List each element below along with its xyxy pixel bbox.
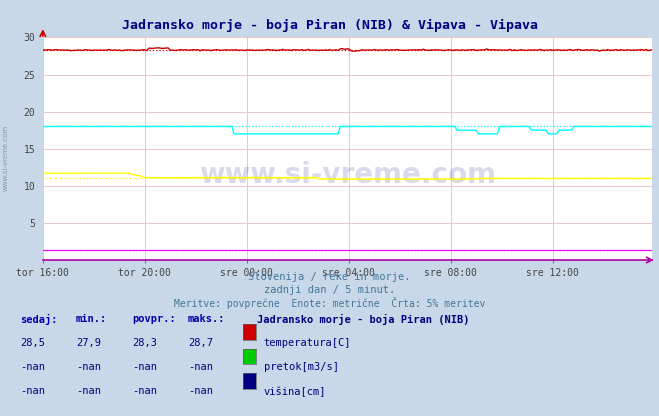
Text: povpr.:: povpr.: [132,314,175,324]
Text: 27,9: 27,9 [76,338,101,348]
Text: -nan: -nan [188,362,213,372]
Text: -nan: -nan [20,386,45,396]
Text: 28,5: 28,5 [20,338,45,348]
Text: -nan: -nan [20,362,45,372]
Text: Meritve: povprečne  Enote: metrične  Črta: 5% meritev: Meritve: povprečne Enote: metrične Črta:… [174,297,485,310]
Text: zadnji dan / 5 minut.: zadnji dan / 5 minut. [264,285,395,295]
Text: Slovenija / reke in morje.: Slovenija / reke in morje. [248,272,411,282]
Text: -nan: -nan [132,386,157,396]
Text: 28,3: 28,3 [132,338,157,348]
Text: -nan: -nan [76,362,101,372]
Text: -nan: -nan [76,386,101,396]
Text: -nan: -nan [188,386,213,396]
Text: www.si-vreme.com: www.si-vreme.com [2,125,9,191]
Text: Jadransko morje - boja Piran (NIB): Jadransko morje - boja Piran (NIB) [257,314,469,325]
Text: sedaj:: sedaj: [20,314,57,325]
Text: min.:: min.: [76,314,107,324]
Text: temperatura[C]: temperatura[C] [264,338,351,348]
Text: www.si-vreme.com: www.si-vreme.com [199,161,496,189]
Text: pretok[m3/s]: pretok[m3/s] [264,362,339,372]
Text: maks.:: maks.: [188,314,225,324]
Text: 28,7: 28,7 [188,338,213,348]
Text: višina[cm]: višina[cm] [264,386,326,397]
Text: -nan: -nan [132,362,157,372]
Text: Jadransko morje - boja Piran (NIB) & Vipava - Vipava: Jadransko morje - boja Piran (NIB) & Vip… [121,19,538,32]
